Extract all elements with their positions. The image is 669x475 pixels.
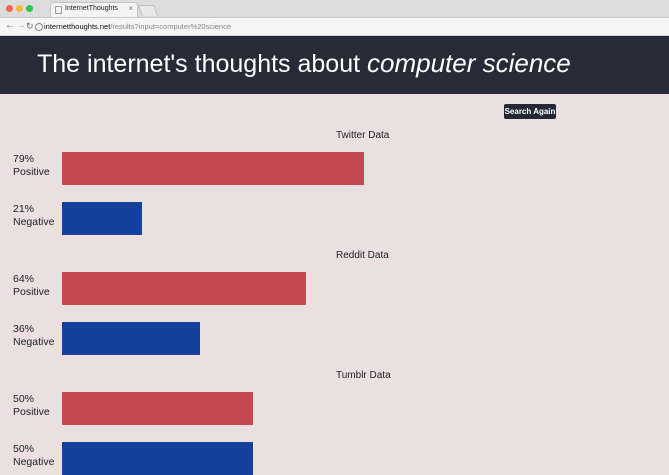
minimize-window-button[interactable] — [16, 5, 23, 12]
sentiment: Negative — [13, 336, 55, 348]
percent: 64% — [13, 273, 35, 285]
percent: 21% — [13, 203, 35, 215]
search-again-button[interactable]: Search Again — [504, 104, 556, 119]
back-icon[interactable]: ← — [5, 20, 15, 31]
sentiment: Positive — [13, 406, 50, 418]
title-prefix: The internet's thoughts about — [37, 50, 367, 78]
percent: 79% — [13, 153, 35, 165]
percent: 50% — [13, 443, 35, 455]
sentiment: Negative — [13, 216, 55, 228]
sentiment: Positive — [13, 286, 50, 298]
info-icon[interactable] — [35, 23, 43, 31]
browser-tab[interactable]: InternetThoughts × — [50, 2, 138, 17]
sentiment: Positive — [13, 166, 50, 178]
maximize-window-button[interactable] — [26, 5, 33, 12]
percent: 36% — [13, 323, 35, 335]
tumblr-positive-label: 50% Positive — [13, 393, 50, 419]
reddit-positive-label: 64% Positive — [13, 273, 50, 299]
title-topic: computer science — [367, 48, 571, 78]
tumblr-positive-bar — [62, 392, 253, 425]
page-header: The internet's thoughts about computer s… — [0, 36, 669, 94]
address-bar: ← → ↻ internetthoughts.net/results?input… — [0, 18, 669, 36]
url-field[interactable]: internetthoughts.net/results?input=compu… — [44, 22, 231, 31]
sentiment: Negative — [13, 456, 55, 468]
reddit-positive-bar — [62, 272, 306, 305]
section-title-twitter: Twitter Data — [336, 130, 390, 141]
twitter-negative-bar — [62, 202, 142, 235]
page-icon — [55, 6, 62, 14]
browser-tab-bar: InternetThoughts × — [0, 0, 669, 18]
percent: 50% — [13, 393, 35, 405]
new-tab-button[interactable] — [137, 5, 159, 16]
section-title-reddit: Reddit Data — [336, 250, 389, 261]
reload-icon[interactable]: ↻ — [26, 21, 34, 31]
close-window-button[interactable] — [6, 5, 13, 12]
twitter-positive-label: 79% Positive — [13, 153, 50, 179]
section-title-tumblr: Tumblr Data — [336, 370, 391, 381]
url-path: /results?input=computer%20science — [110, 22, 232, 31]
twitter-negative-label: 21% Negative — [13, 203, 54, 229]
tumblr-negative-bar — [62, 442, 253, 475]
reddit-negative-bar — [62, 322, 200, 355]
url-host: internetthoughts.net — [44, 22, 111, 31]
twitter-positive-bar — [62, 152, 364, 185]
tab-title: InternetThoughts — [65, 5, 118, 12]
tumblr-negative-label: 50% Negative — [13, 443, 54, 469]
forward-icon[interactable]: → — [16, 20, 26, 31]
reddit-negative-label: 36% Negative — [13, 323, 54, 349]
page-title: The internet's thoughts about computer s… — [37, 48, 571, 79]
close-tab-icon[interactable]: × — [128, 4, 133, 13]
